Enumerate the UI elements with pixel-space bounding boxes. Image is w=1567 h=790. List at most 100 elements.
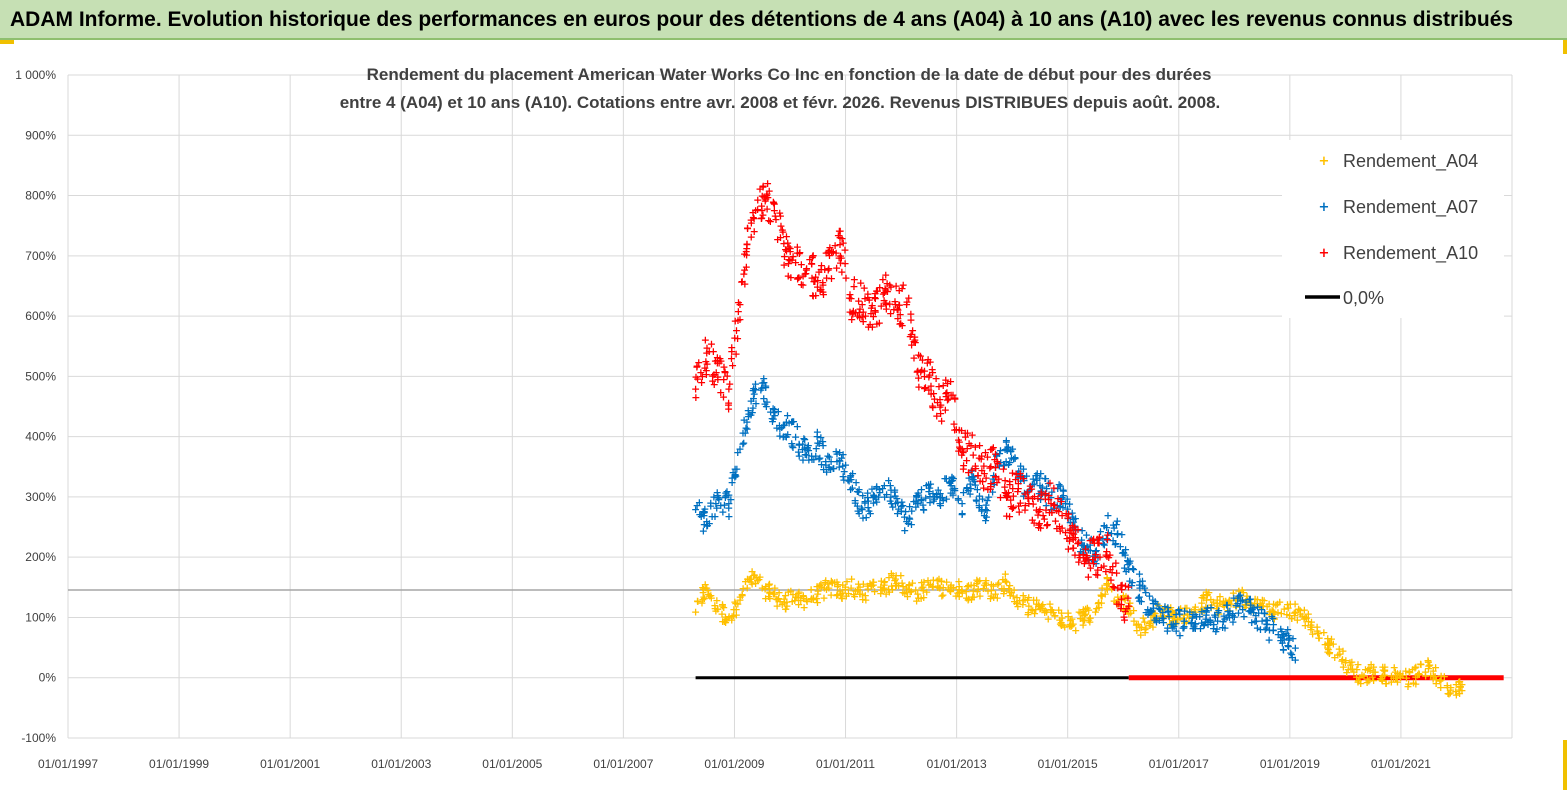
data-point-fill: +	[1007, 586, 1016, 599]
data-point-fill: +	[774, 586, 783, 599]
data-point-fill: +	[1040, 604, 1049, 617]
data-point-fill: +	[972, 495, 981, 508]
data-point-fill: +	[703, 584, 712, 597]
data-point-fill: +	[1034, 599, 1043, 612]
data-point-fill: +	[693, 360, 702, 373]
data-point: +	[1280, 633, 1289, 646]
data-point-fill: +	[1178, 621, 1187, 634]
data-point-fill: +	[1201, 615, 1210, 628]
data-point-fill: +	[911, 583, 920, 596]
data-point: +	[735, 443, 744, 456]
data-point-fill: +	[1206, 616, 1215, 629]
decor-corner-bottom-right	[1563, 740, 1567, 790]
data-point-fill: +	[890, 574, 899, 587]
data-point-fill: +	[1041, 487, 1050, 500]
data-point-fill: +	[1339, 661, 1348, 674]
data-point-fill: +	[1294, 603, 1303, 616]
data-point-fill: +	[1003, 441, 1012, 454]
data-point-fill: +	[1032, 597, 1041, 610]
data-point: +	[1091, 551, 1100, 564]
data-point-fill: +	[1191, 622, 1200, 635]
data-point-fill: +	[762, 396, 771, 409]
data-point-fill: +	[1117, 598, 1126, 611]
data-point-fill: +	[1440, 670, 1449, 683]
data-point-fill: +	[938, 491, 947, 504]
data-point-fill: +	[1234, 607, 1243, 620]
data-point-fill: +	[706, 499, 715, 512]
data-point-fill: +	[702, 341, 711, 354]
data-point-fill: +	[1068, 542, 1077, 555]
data-point-fill: +	[782, 415, 791, 428]
data-point-fill: +	[1086, 562, 1095, 575]
data-point-fill: +	[1197, 596, 1206, 609]
data-point-fill: +	[936, 491, 945, 504]
data-point-fill: +	[989, 591, 998, 604]
data-point-fill: +	[750, 569, 759, 582]
data-point-fill: +	[1186, 617, 1195, 630]
data-point-fill: +	[863, 582, 872, 595]
data-point-fill: +	[1421, 666, 1430, 679]
data-point-fill: +	[1030, 490, 1039, 503]
data-point-fill: +	[773, 593, 782, 606]
data-point-fill: +	[1040, 513, 1049, 526]
data-point-fill: +	[1256, 597, 1265, 610]
data-point-fill: +	[1253, 600, 1262, 613]
data-point-fill: +	[727, 352, 736, 365]
data-point-fill: +	[1010, 452, 1019, 465]
data-point: +	[880, 479, 889, 492]
data-point-fill: +	[956, 442, 965, 455]
data-point-fill: +	[1095, 531, 1104, 544]
data-point-fill: +	[950, 482, 959, 495]
data-point-fill: +	[1062, 507, 1071, 520]
data-point-fill: +	[1279, 628, 1288, 641]
data-point: +	[1246, 596, 1255, 609]
data-point-fill: +	[1003, 444, 1012, 457]
data-point-fill: +	[1119, 610, 1128, 623]
data-point: +	[713, 491, 722, 504]
data-point: +	[880, 581, 889, 594]
data-point-fill: +	[1032, 593, 1041, 606]
data-point-fill: +	[981, 576, 990, 589]
data-point-fill: +	[713, 351, 722, 364]
data-point-fill: +	[1067, 619, 1076, 632]
series-layer: ++++++++++++++++++++++++++++++++++++++++…	[691, 177, 1504, 701]
data-point-fill: +	[1056, 500, 1065, 513]
data-point-fill: +	[697, 510, 706, 523]
data-point-fill: +	[1287, 612, 1296, 625]
data-point-fill: +	[799, 590, 808, 603]
data-point-fill: +	[1020, 488, 1029, 501]
data-point-fill: +	[1284, 634, 1293, 647]
data-point-fill: +	[823, 577, 832, 590]
data-point-fill: +	[1169, 618, 1178, 631]
legend-label: Rendement_A07	[1343, 197, 1478, 218]
data-point-fill: +	[1119, 589, 1128, 602]
data-point-fill: +	[954, 575, 963, 588]
data-point-fill: +	[1134, 591, 1143, 604]
data-point-fill: +	[769, 402, 778, 415]
data-point: +	[691, 605, 700, 618]
data-point: +	[758, 190, 767, 203]
data-point-fill: +	[1101, 588, 1110, 601]
data-point-fill: +	[784, 270, 793, 283]
data-point-fill: +	[792, 591, 801, 604]
data-point-fill: +	[716, 354, 725, 367]
data-point-fill: +	[974, 469, 983, 482]
y-tick-label: 600%	[25, 309, 56, 323]
data-point-fill: +	[1004, 458, 1013, 471]
data-point: +	[1224, 596, 1233, 609]
data-point-fill: +	[788, 588, 797, 601]
data-point-fill: +	[944, 583, 953, 596]
data-point-fill: +	[812, 442, 821, 455]
data-point-fill: +	[1057, 606, 1066, 619]
data-point-fill: +	[738, 275, 747, 288]
data-point-fill: +	[1119, 546, 1128, 559]
data-point-fill: +	[1123, 554, 1132, 567]
data-point-fill: +	[1057, 616, 1066, 629]
data-point-fill: +	[1104, 526, 1113, 539]
data-point-fill: +	[794, 598, 803, 611]
data-point-fill: +	[967, 593, 976, 606]
data-point-fill: +	[1094, 601, 1103, 614]
data-point-fill: +	[797, 258, 806, 271]
data-point-fill: +	[817, 458, 826, 471]
data-point-fill: +	[900, 524, 909, 537]
